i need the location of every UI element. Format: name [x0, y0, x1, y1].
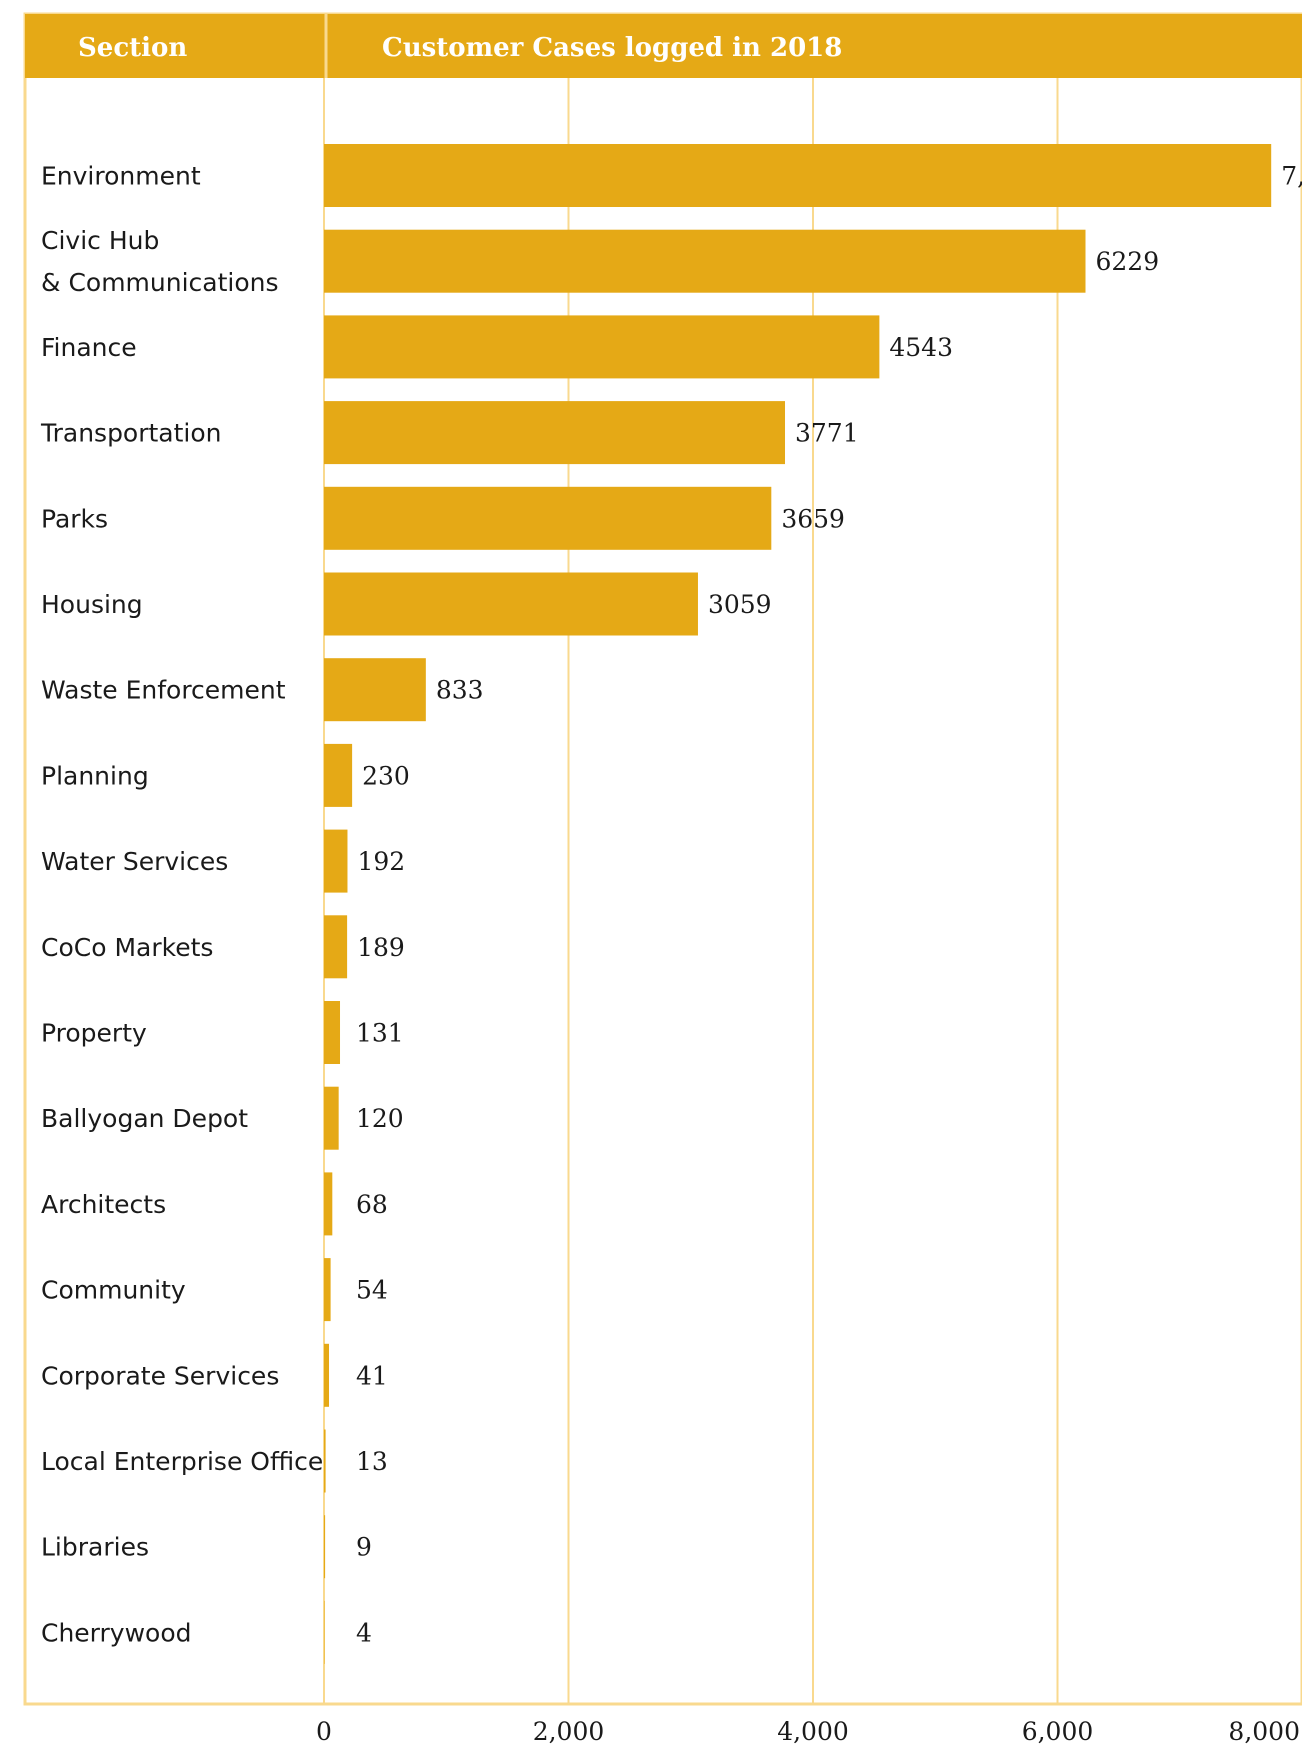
bar-3 [324, 401, 786, 465]
bar-12 [324, 1172, 333, 1236]
category-label-16: Libraries [41, 1533, 149, 1562]
category-label-2: Finance [41, 333, 137, 362]
value-label-4: 3659 [781, 504, 845, 533]
value-labels: 7,74862294543377136593059833230192189131… [356, 162, 1302, 1648]
value-label-6: 833 [436, 676, 484, 705]
category-label-14: Corporate Services [41, 1361, 279, 1390]
value-label-12: 68 [356, 1190, 388, 1219]
category-label-11: Ballyogan Depot [41, 1104, 248, 1133]
category-label-6: Waste Enforcement [41, 676, 286, 705]
bar-1 [324, 229, 1086, 293]
category-label-0: Environment [41, 162, 201, 191]
bar-7 [324, 743, 353, 807]
category-label-13: Community [41, 1276, 186, 1305]
value-label-7: 230 [362, 761, 410, 790]
bar-11 [324, 1086, 339, 1150]
bar-9 [324, 915, 348, 979]
category-label-17: Cherrywood [41, 1618, 192, 1647]
value-label-1: 6229 [1095, 247, 1159, 276]
category-label-9: CoCo Markets [41, 933, 213, 962]
x-tick-label-1: 2,000 [533, 1717, 605, 1746]
bar-14 [324, 1343, 330, 1407]
bar-0 [324, 144, 1272, 207]
value-label-14: 41 [356, 1361, 388, 1390]
category-label-15: Local Enterprise Office [41, 1447, 323, 1476]
value-label-3: 3771 [795, 419, 859, 448]
value-label-8: 192 [357, 847, 405, 876]
x-tick-label-0: 0 [316, 1717, 332, 1746]
category-label-12: Architects [41, 1190, 166, 1219]
bar-10 [324, 1001, 341, 1064]
bar-8 [324, 829, 348, 893]
category-label-5: Housing [41, 590, 143, 619]
x-axis-ticks: 0 2,000 4,000 6,000 8,000 [316, 1717, 1300, 1746]
bar-5 [324, 572, 698, 636]
section-header: Section [78, 33, 187, 63]
category-label-8: Water Services [41, 847, 228, 876]
bars [324, 144, 1272, 1664]
category-label-1-line-1: & Communications [41, 268, 279, 297]
value-label-0: 7,748 [1281, 162, 1302, 191]
header-band [25, 14, 1302, 78]
category-label-7: Planning [41, 761, 149, 790]
bar-4 [324, 486, 772, 550]
bar-2 [324, 315, 880, 379]
bar-16 [324, 1515, 326, 1579]
value-label-10: 131 [356, 1019, 404, 1048]
value-label-5: 3059 [708, 590, 772, 619]
value-label-17: 4 [356, 1618, 372, 1647]
chart-title: Customer Cases logged in 2018 [382, 33, 842, 63]
bar-6 [324, 658, 426, 722]
value-label-2: 4543 [889, 333, 953, 362]
category-label-4: Parks [41, 504, 108, 533]
bar-13 [324, 1258, 331, 1322]
category-label-3: Transportation [40, 419, 222, 448]
category-label-1-line-0: Civic Hub [41, 226, 159, 255]
x-tick-label-2: 4,000 [777, 1717, 849, 1746]
value-label-9: 189 [357, 933, 405, 962]
value-label-16: 9 [356, 1533, 372, 1562]
value-label-11: 120 [356, 1104, 404, 1133]
category-label-10: Property [41, 1019, 147, 1048]
value-label-15: 13 [356, 1447, 388, 1476]
bar-15 [324, 1429, 326, 1493]
category-labels: Environment Civic Hub & Communications Fina… [40, 162, 323, 1648]
x-tick-label-4: 8,000 [1228, 1717, 1300, 1746]
x-tick-label-3: 6,000 [1022, 1717, 1094, 1746]
value-label-13: 54 [356, 1276, 388, 1305]
